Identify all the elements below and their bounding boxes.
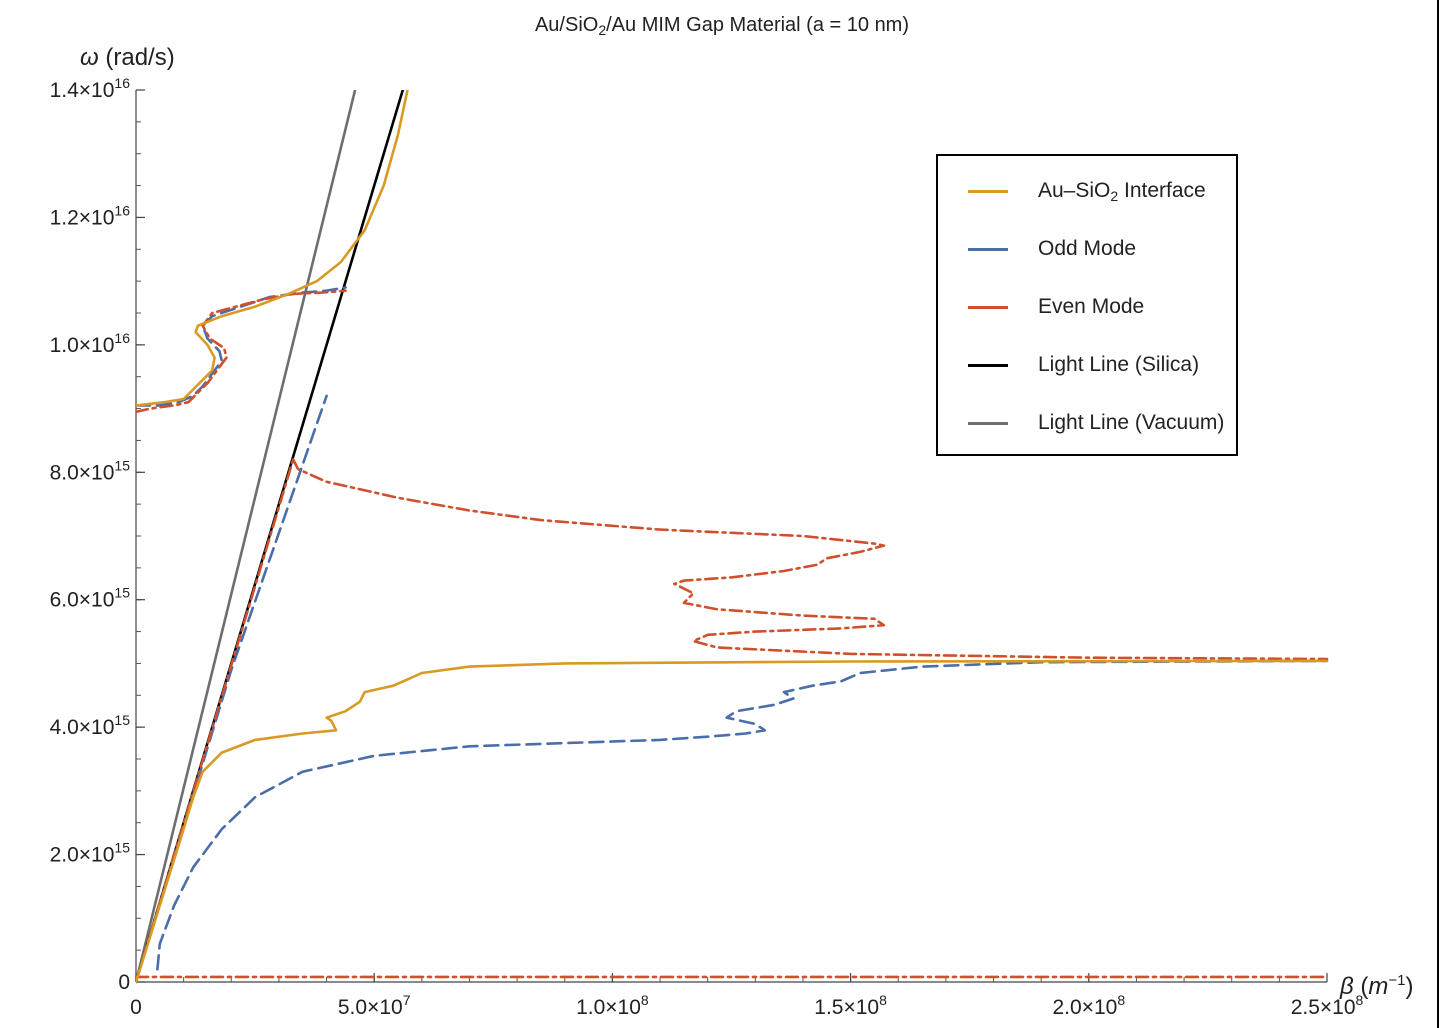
y-tick-label: 8.0×1015 bbox=[50, 457, 131, 484]
chart-title: Au/SiO2/Au MIM Gap Material (a = 10 nm) bbox=[534, 14, 910, 38]
x-tick-label: 1.0×108 bbox=[576, 992, 649, 1019]
x-tick-label: 2.5×108 bbox=[1291, 992, 1364, 1019]
legend-item-light-line-vacuum: Light Line (Vacuum) bbox=[968, 408, 1224, 438]
frame-right-edge bbox=[1437, 0, 1439, 1028]
legend-label: Odd Mode bbox=[1038, 237, 1137, 260]
legend-label: Even Mode bbox=[1038, 295, 1145, 318]
series-line-au-sio2-interface bbox=[136, 90, 409, 407]
x-axis-label: β (m−1) bbox=[1340, 972, 1414, 1000]
legend-swatch bbox=[968, 305, 1008, 309]
legend-item-even-mode: Even Mode bbox=[968, 292, 1144, 322]
legend-swatch bbox=[968, 189, 1008, 193]
legend-swatch bbox=[968, 421, 1008, 425]
legend-swatch bbox=[968, 363, 1008, 367]
y-axis-label: ω (rad/s) bbox=[80, 44, 175, 71]
series-line-light-line-vacuum- bbox=[136, 90, 357, 984]
legend: Au–SiO2 Interface Odd Mode Even Mode Lig… bbox=[936, 154, 1238, 456]
x-tick-label: 2.0×108 bbox=[1052, 992, 1125, 1019]
x-tick-label: 0 bbox=[130, 996, 142, 1019]
y-tick-label: 1.4×1016 bbox=[50, 75, 131, 102]
legend-swatch bbox=[968, 247, 1008, 251]
legend-label: Light Line (Silica) bbox=[1038, 353, 1200, 376]
legend-label: Light Line (Vacuum) bbox=[1038, 411, 1225, 434]
series-line-odd-mode bbox=[156, 659, 1329, 971]
legend-item-light-line-silica: Light Line (Silica) bbox=[968, 350, 1199, 380]
series-line-au-sio2-interface bbox=[136, 659, 1329, 984]
x-tick-label: 5.0×107 bbox=[338, 992, 411, 1019]
y-tick-label: 2.0×1015 bbox=[50, 840, 131, 867]
series-line-even-mode bbox=[291, 458, 1329, 661]
series-line-even-mode bbox=[136, 289, 347, 414]
y-tick-label: 1.2×1016 bbox=[50, 202, 131, 229]
y-tick-label: 4.0×1015 bbox=[50, 712, 131, 739]
legend-label: Au–SiO2 Interface bbox=[1038, 178, 1206, 204]
x-tick-label: 1.5×108 bbox=[814, 992, 887, 1019]
series-group bbox=[136, 90, 1329, 984]
legend-item-odd-mode: Odd Mode bbox=[968, 234, 1136, 264]
legend-item-interface: Au–SiO2 Interface bbox=[968, 176, 1206, 206]
y-tick-label: 6.0×1015 bbox=[50, 585, 131, 612]
y-tick-label: 0 bbox=[118, 971, 130, 994]
y-tick-label: 1.0×1016 bbox=[50, 330, 131, 357]
